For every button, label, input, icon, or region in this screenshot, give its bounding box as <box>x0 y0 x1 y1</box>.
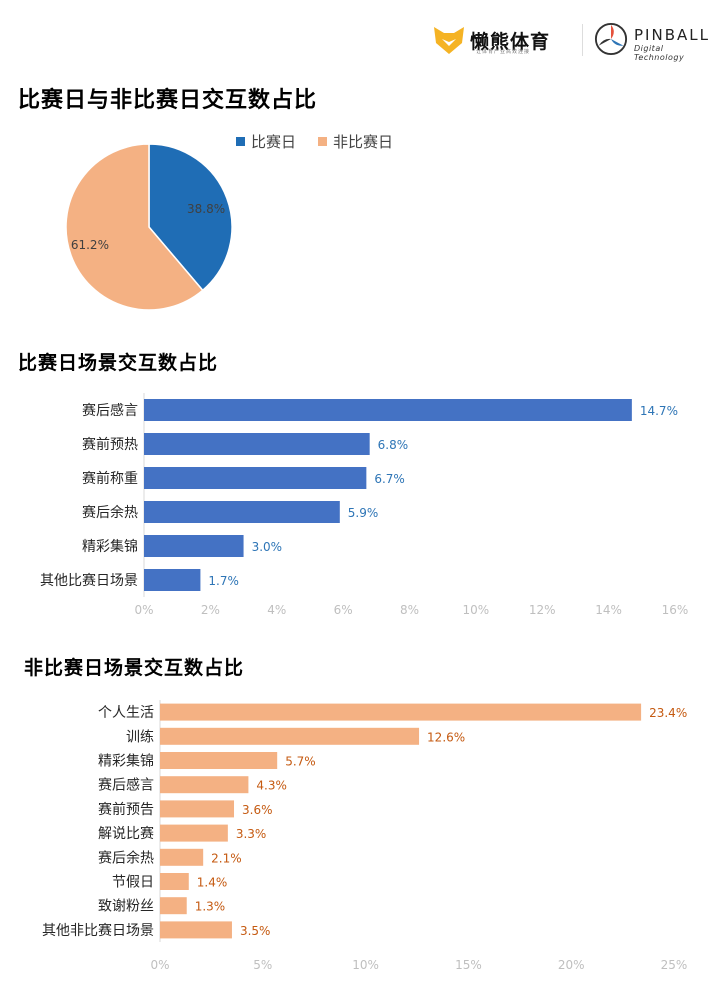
category-label-0: 个人生活 <box>98 705 154 721</box>
x-tick-7: 14% <box>595 603 622 617</box>
value-label-2: 6.7% <box>374 472 405 486</box>
nonmatchday-bar-chart: 个人生活 23.4% 训练 12.6% 精彩集锦 5.7% 赛后感言 4.3% 赛前预告 3.6%… <box>42 700 688 972</box>
bar-4 <box>144 535 244 557</box>
x-tick-2: 10% <box>352 958 379 972</box>
bar-5 <box>160 824 228 842</box>
x-tick-3: 15% <box>455 958 482 972</box>
x-tick-1: 5% <box>253 958 272 972</box>
x-tick-0: 0% <box>134 603 153 617</box>
value-label-9: 3.5% <box>240 924 271 938</box>
category-label-7: 节假日 <box>112 875 154 891</box>
pie-legend: 比赛日 非比赛日 <box>236 131 415 152</box>
lanxiong-slogan: 让体育产业高效连接 <box>476 49 531 55</box>
value-label-8: 1.3% <box>195 900 226 914</box>
bear-logo-icon <box>434 27 464 54</box>
pie-chart: 38.8% 61.2% <box>65 143 233 311</box>
x-tick-4: 20% <box>558 958 585 972</box>
category-label-2: 赛前称重 <box>82 470 138 487</box>
matchday-chart-title: 比赛日场景交互数占比 <box>18 352 219 374</box>
value-label-6: 2.1% <box>211 851 242 865</box>
category-label-2: 精彩集锦 <box>98 753 154 770</box>
legend-swatch-matchday <box>236 137 245 146</box>
value-label-2: 5.7% <box>285 755 316 769</box>
x-tick-0: 0% <box>150 958 169 972</box>
bar-9 <box>160 921 232 939</box>
pinball-sub: Digital Technology <box>634 44 685 62</box>
legend-label-nonmatchday: 非比赛日 <box>333 133 394 151</box>
category-label-1: 训练 <box>126 729 154 745</box>
category-label-9: 其他非比赛日场景 <box>42 923 154 939</box>
value-label-0: 23.4% <box>649 706 687 720</box>
x-tick-6: 12% <box>529 603 556 617</box>
x-tick-3: 6% <box>334 603 353 617</box>
pie-chart-title: 比赛日与非比赛日交互数占比 <box>18 88 318 113</box>
lanxiong-name: 懒熊体育 <box>470 30 551 53</box>
x-tick-5: 10% <box>463 603 490 617</box>
pie-label-1: 61.2% <box>71 238 109 252</box>
category-label-1: 赛前预热 <box>82 436 138 453</box>
value-label-5: 1.7% <box>208 574 239 588</box>
pie-slice-1 <box>65 143 204 311</box>
bar-7 <box>160 873 189 890</box>
category-label-5: 解说比赛 <box>98 826 154 842</box>
bar-8 <box>160 897 187 915</box>
category-label-4: 赛前预告 <box>98 801 154 818</box>
category-label-3: 赛后感言 <box>98 777 154 794</box>
bar-5 <box>144 569 201 591</box>
legend-swatch-nonmatchday <box>318 137 328 146</box>
value-label-7: 1.4% <box>197 876 228 890</box>
category-label-4: 精彩集锦 <box>82 538 138 555</box>
value-label-5: 3.3% <box>236 827 267 841</box>
value-label-0: 14.7% <box>640 404 678 418</box>
value-label-3: 4.3% <box>256 779 287 793</box>
category-label-3: 赛后余热 <box>82 504 138 521</box>
category-label-6: 赛后余热 <box>98 849 154 866</box>
bar-0 <box>160 703 642 721</box>
category-label-8: 致谢粉丝 <box>98 899 154 915</box>
bar-3 <box>144 501 340 523</box>
x-tick-1: 2% <box>201 603 220 617</box>
pinball-logo: PINBALL Digital Technology <box>594 20 714 62</box>
value-label-4: 3.0% <box>252 540 283 554</box>
legend-label-matchday: 比赛日 <box>251 133 297 151</box>
x-tick-4: 8% <box>400 603 419 617</box>
legend-item-matchday: 比赛日 <box>236 131 296 152</box>
pie-slice-0 <box>148 143 233 292</box>
value-label-1: 6.8% <box>378 438 409 452</box>
value-label-1: 12.6% <box>427 730 465 744</box>
lanxiong-logo: 懒熊体育 让体育产业高效连接 <box>432 20 572 60</box>
value-label-3: 5.9% <box>348 506 379 520</box>
category-label-5: 其他比赛日场景 <box>40 573 138 589</box>
bar-6 <box>160 848 204 866</box>
x-tick-5: 25% <box>661 958 688 972</box>
pinball-pinwheel-icon <box>594 22 628 56</box>
category-label-0: 赛后感言 <box>82 402 138 419</box>
pie-label-0: 38.8% <box>187 202 225 216</box>
logo-divider <box>582 24 583 56</box>
bar-4 <box>160 800 235 818</box>
bar-1 <box>144 433 370 455</box>
legend-item-nonmatchday: 非比赛日 <box>318 131 393 152</box>
bar-1 <box>160 727 420 745</box>
bar-0 <box>144 399 632 421</box>
bar-3 <box>160 776 249 794</box>
bar-2 <box>160 752 278 769</box>
value-label-4: 3.6% <box>242 803 272 817</box>
nonmatchday-chart-title: 非比赛日场景交互数占比 <box>24 657 245 679</box>
x-tick-8: 16% <box>662 603 689 617</box>
pinball-name: PINBALL <box>634 26 710 44</box>
bar-2 <box>144 467 367 489</box>
x-tick-2: 4% <box>267 603 286 617</box>
matchday-bar-chart: 赛后感言 14.7% 赛前预热 6.8% 赛前称重 6.7% 赛后余热 5.9% 精彩集锦 3.0… <box>40 393 689 617</box>
